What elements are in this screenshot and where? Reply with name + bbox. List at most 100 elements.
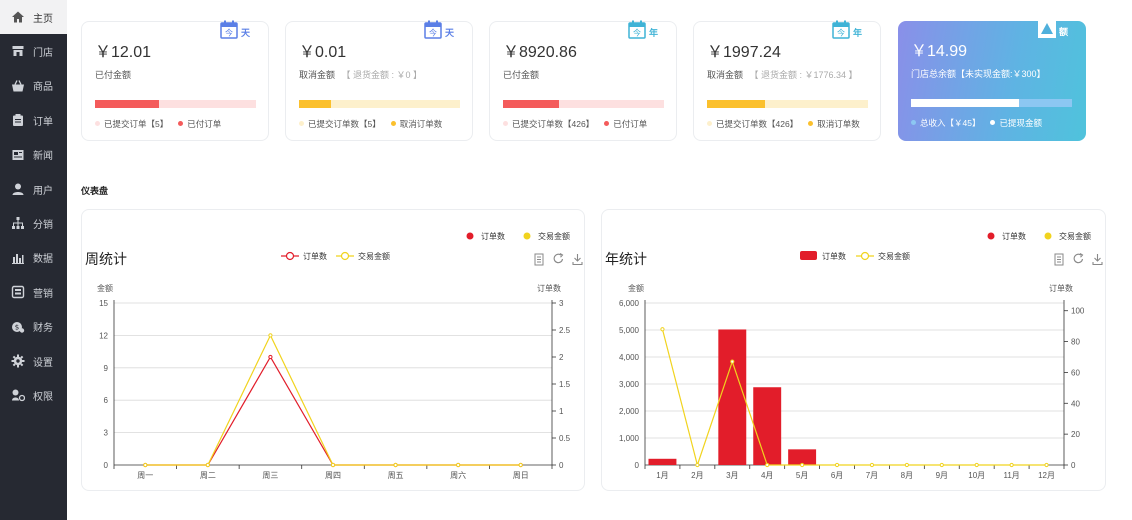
data-point[interactable] [143,462,148,468]
stat-caption-text: 取消金额 [299,70,336,80]
sidebar-item-3[interactable]: 订单 [0,103,67,137]
legend-label: 取消订单数 [817,119,860,129]
marketing-icon [11,285,25,299]
legend-label: 交易金额 [878,251,910,261]
legend-label: 总收入【￥45】 [920,118,981,128]
legend-item: 已提交订单数【426】 [707,118,798,130]
period-badge: 额 [1038,19,1072,41]
data-point[interactable] [330,462,336,468]
finance-icon: $ [11,320,25,334]
stat-caption: 门店总余额【未实现金额:￥300】 [911,67,1046,80]
data-view-icon[interactable] [534,253,544,266]
data-point[interactable] [1009,462,1014,468]
y-left-axis-label: 金额 [97,283,113,293]
data-point[interactable] [205,462,210,468]
x-tick-label: 周二 [200,471,216,480]
chart-title: 年统计 [605,251,647,267]
stat-amount: ￥12.01 [95,44,152,61]
legend-dot [604,121,610,126]
stat-amount: ￥1997.24 [707,44,781,61]
y-left-tick-label: 9 [104,364,109,373]
stat-caption: 取消金额 【 退货金额 : ￥0 】 [299,68,422,81]
data-point[interactable] [456,462,461,468]
sidebar-item-6[interactable]: 分销 [0,206,67,240]
sidebar-item-label: 门店 [33,47,53,59]
legend-label: 已提交订单数【5】 [308,119,381,129]
legend-dot [808,121,814,126]
stat-card-4: ￥14.99 门店总余额【未实现金额:￥300】 额总收入【￥45】 已提现金额 [898,19,1086,141]
stat-amount: ￥0.01 [299,44,347,61]
legend-swatch[interactable] [800,251,817,260]
y-right-tick-label: 2 [559,353,564,362]
data-point[interactable] [268,354,273,360]
legend-marker [285,251,295,261]
card-legend: 已提交订单数【426】 取消订单数 [707,118,860,130]
period-badge: 今天 [220,20,254,42]
bar[interactable] [648,458,677,465]
sidebar-item-label: 营销 [33,288,53,300]
legend-label: 已提交订单数【426】 [716,119,799,129]
svg-text:今: 今 [225,28,233,38]
data-point[interactable] [695,462,700,468]
data-point[interactable] [869,462,875,468]
data-point[interactable] [518,462,523,468]
data-point[interactable] [800,462,805,468]
sidebar-item-9[interactable]: $ 财务 [0,310,67,344]
y-right-tick-label: 3 [559,299,564,308]
data-point[interactable] [834,462,840,468]
legend-dot [1044,232,1052,240]
data-point[interactable] [974,462,979,468]
sidebar: 主页门店商品订单新闻用户分销数据营销 $ 财务 设置权限 [0,0,67,520]
bar[interactable] [718,329,747,465]
calendar-icon: 今 [220,20,238,39]
stat-caption: 取消金额 【 退货金额 : ￥1776.34 】 [707,68,858,81]
y-left-tick-label: 3,000 [619,380,640,389]
stat-card-3: ￥1997.24 取消金额 【 退货金额 : ￥1776.34 】 今年已提交订单数… [693,20,881,141]
download-icon[interactable] [572,254,583,266]
sidebar-item-label: 新闻 [33,151,53,163]
data-point[interactable] [660,327,665,332]
stat-card-2: ￥8920.86 已付金额 今年已提交订单数【426】 已付订单 [489,20,677,141]
legend-item: 已提现金额 [990,117,1042,129]
sidebar-item-10[interactable]: 设置 [0,344,67,378]
sidebar-item-label: 权限 [33,391,53,403]
period-badge: 今天 [424,20,458,42]
home-icon [11,10,25,24]
stat-caption: 已付金额 [503,68,539,81]
data-point[interactable] [904,462,909,468]
sidebar-item-0[interactable]: 主页 [0,0,67,34]
legend-label: 交易金额 [538,231,570,241]
data-point[interactable] [1044,462,1049,468]
data-point[interactable] [268,333,273,338]
sidebar-item-1[interactable]: 门店 [0,34,67,68]
data-point[interactable] [939,462,944,468]
y-right-tick-label: 40 [1071,399,1080,408]
refresh-icon[interactable] [553,253,564,264]
data-point[interactable] [393,462,398,468]
sidebar-item-label: 分销 [33,219,53,231]
sidebar-item-11[interactable]: 权限 [0,378,67,412]
x-tick-label: 4月 [761,471,773,480]
sidebar-item-8[interactable]: 营销 [0,275,67,309]
sidebar-item-label: 商品 [33,82,53,94]
sidebar-item-7[interactable]: 数据 [0,241,67,275]
download-icon[interactable] [1092,254,1103,266]
legend-label: 订单数 [481,231,505,241]
progress-bar [707,100,868,108]
x-tick-label: 周日 [513,471,529,480]
sidebar-item-label: 订单 [33,116,53,128]
sidebar-item-2[interactable]: 商品 [0,69,67,103]
y-right-tick-label: 2.5 [559,326,571,335]
legend-item: 总收入【￥45】 [911,117,980,129]
y-right-tick-label: 1 [559,407,564,416]
legend-dot [466,232,474,240]
sidebar-item-4[interactable]: 新闻 [0,138,67,172]
refresh-icon[interactable] [1073,253,1084,264]
weekly-chart-panel: 订单数 交易金额 周统计 订单数 交易金额 金额 订单数 0 3 6 9 12 15 0 0.5 1 1.5 2 2… [81,209,585,491]
sidebar-item-5[interactable]: 用户 [0,172,67,206]
data-point[interactable] [765,462,770,468]
bar[interactable] [753,387,782,465]
bar[interactable] [788,449,817,465]
data-view-icon[interactable] [1054,253,1064,266]
data-point[interactable] [730,359,735,364]
